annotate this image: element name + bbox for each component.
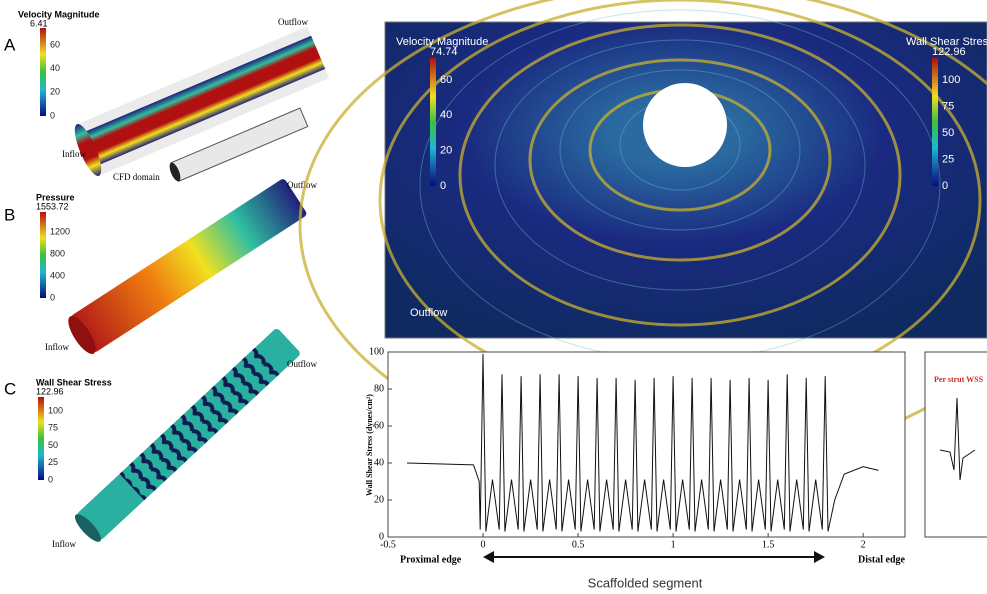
y-tick-label: 40 [374, 457, 384, 468]
x-tick-label: 0.5 [572, 539, 585, 550]
x-tick-label: -0.5 [380, 539, 396, 550]
y-tick-label: 80 [374, 383, 384, 394]
wss-tube [71, 327, 301, 545]
colorbar-tick-label: 20 [440, 145, 452, 157]
panel-label: C [4, 379, 16, 398]
x-tick-label: 1 [671, 539, 676, 550]
colorbar-tick-label: 75 [48, 423, 58, 433]
colorbar-tick-label: 0 [440, 180, 446, 192]
colorbar [932, 58, 938, 186]
arrow [483, 551, 825, 563]
colorbar-tick-label: 40 [50, 63, 60, 73]
panel-label: A [4, 35, 16, 54]
colorbar-max: 122.96 [932, 46, 966, 58]
colorbar-tick-label: 100 [48, 405, 63, 415]
colorbar-tick-label: 0 [50, 292, 55, 302]
colorbar-ticks: 60 40 20 0 [50, 39, 60, 120]
colorbar-tick-label: 0 [50, 110, 55, 120]
colorbar-tick-label: 75 [942, 100, 954, 112]
outflow-label: Outflow [278, 17, 308, 27]
inset: Per strut WSS [925, 352, 987, 537]
colorbar-tick-label: 25 [48, 457, 58, 467]
colorbar-tick-label: 100 [942, 74, 960, 86]
outflow-label: Outflow [287, 359, 317, 369]
colorbar-ticks: 100 75 50 25 0 [48, 405, 63, 484]
colorbar-tick-label: 40 [440, 109, 452, 121]
colorbar-tick-label: 0 [942, 180, 948, 192]
x-tick-label: 1.5 [762, 539, 775, 550]
colorbar-ticks: 1200 800 400 0 [50, 226, 70, 302]
annotation: Scaffolded segment [588, 575, 703, 590]
colorbar-tick-label: 400 [50, 270, 65, 280]
colorbar [430, 58, 436, 186]
x-tick-label: 2 [861, 539, 866, 550]
inflow-label: Inflow [52, 539, 76, 549]
colorbar-max: 122.96 [36, 386, 64, 396]
x-tick-label: 0 [481, 539, 486, 550]
inflow-label: Inflow [62, 149, 86, 159]
annotation: Distal edge [858, 554, 906, 565]
colorbar [38, 397, 44, 480]
y-tick-label: 20 [374, 494, 384, 505]
colorbar-tick-label: 25 [942, 153, 954, 165]
colorbar-tick-label: 0 [48, 474, 53, 484]
colorbar-tick-label: 800 [50, 248, 65, 258]
colorbar-tick-label: 1200 [50, 226, 70, 236]
panel-label: B [4, 205, 15, 224]
colorbar-max: 74.74 [430, 46, 458, 58]
colorbar [40, 212, 46, 298]
figure: A Velocity Magnitude 6.41 6040200 Inflow… [0, 0, 987, 594]
colorbar-tick-label: 50 [48, 440, 58, 450]
y-tick-label: 100 [369, 346, 384, 357]
annotation: Proximal edge [400, 554, 462, 565]
inset-title: Per strut WSS [934, 375, 984, 384]
outflow-label: Outflow [410, 307, 447, 319]
colorbar-tick-label: 60 [50, 39, 60, 49]
outflow-label: Outflow [287, 180, 317, 190]
y-axis-label: Wall Shear Stress (dynes/cm²) [365, 394, 374, 496]
inflow-label: Inflow [45, 342, 69, 352]
colorbar-tick-label: 20 [50, 87, 60, 97]
y-tick-label: 60 [374, 420, 384, 431]
domain-label: CFD domain [113, 172, 160, 182]
colorbar-tick-label: 50 [942, 127, 954, 139]
colorbar-tick-label: 60 [440, 74, 452, 86]
colorbar-max: 6.41 [30, 18, 48, 28]
colorbar-max: 1553.72 [36, 201, 69, 211]
pressure-tube [63, 178, 308, 358]
render-background [385, 22, 987, 338]
colorbar [40, 28, 46, 116]
wss-chart: Wall Shear Stress (dynes/cm²) Proximal e… [365, 346, 906, 590]
